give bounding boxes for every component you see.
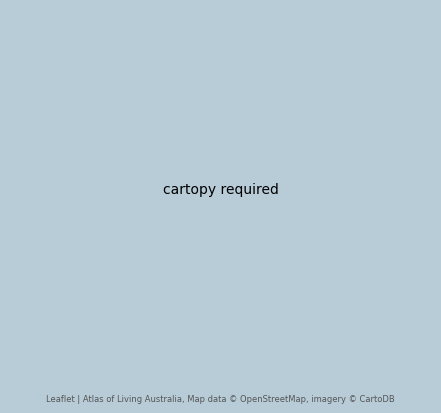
Text: cartopy required: cartopy required	[163, 182, 278, 196]
Text: Leaflet | Atlas of Living Australia, Map data © OpenStreetMap, imagery © CartoDB: Leaflet | Atlas of Living Australia, Map…	[46, 394, 395, 403]
